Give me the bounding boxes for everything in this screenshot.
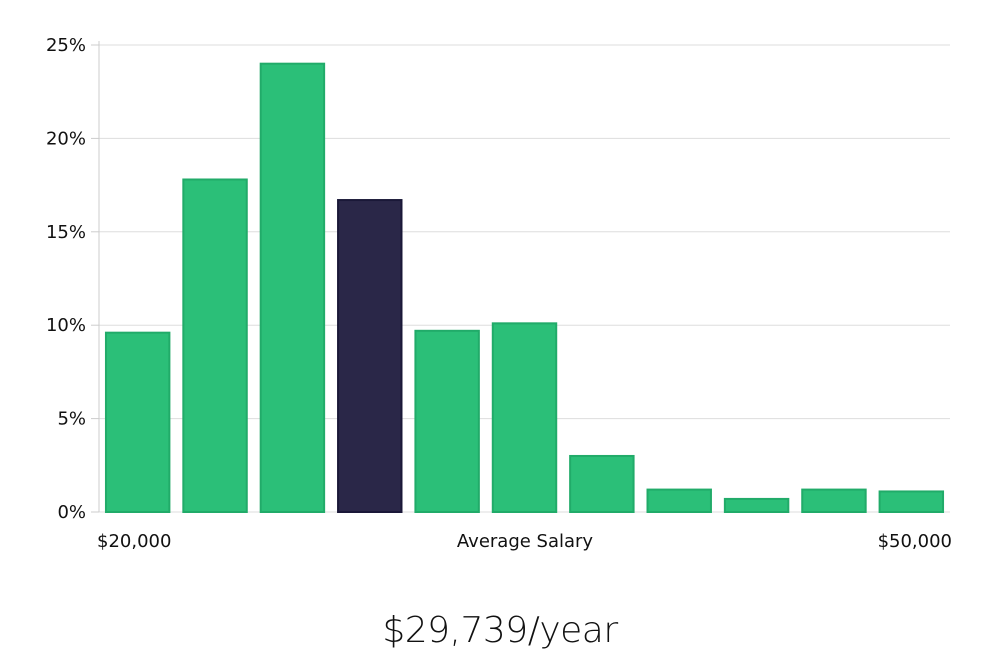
bar — [723, 497, 790, 514]
bar — [259, 62, 326, 514]
salary-histogram: 0%5%10%15%20%25% $20,000 Average Salary … — [46, 35, 952, 552]
y-tick-label: 10% — [46, 315, 86, 336]
x-edge-label-right: $50,000 — [878, 531, 952, 552]
bar — [569, 454, 635, 513]
x-axis-title: Average Salary — [457, 531, 594, 552]
y-tick-label: 5% — [57, 409, 86, 430]
y-tick-label: 15% — [46, 222, 86, 243]
bar — [414, 329, 480, 513]
bar — [182, 178, 248, 513]
bar — [104, 331, 171, 513]
y-axis-ticks: 0% 5% 10% 15% 20% 25% — [46, 35, 99, 523]
average-salary-value: $29,739/year — [382, 610, 618, 651]
bar — [878, 490, 945, 513]
bar — [801, 488, 867, 514]
x-edge-label-left: $20,000 — [97, 531, 171, 552]
bars — [104, 62, 945, 514]
bar — [646, 488, 712, 514]
y-tick-label: 0% — [57, 502, 86, 523]
bar — [491, 322, 558, 513]
bar-highlighted — [337, 199, 403, 513]
y-tick-label: 20% — [46, 128, 86, 149]
y-tick-label: 25% — [46, 35, 86, 56]
